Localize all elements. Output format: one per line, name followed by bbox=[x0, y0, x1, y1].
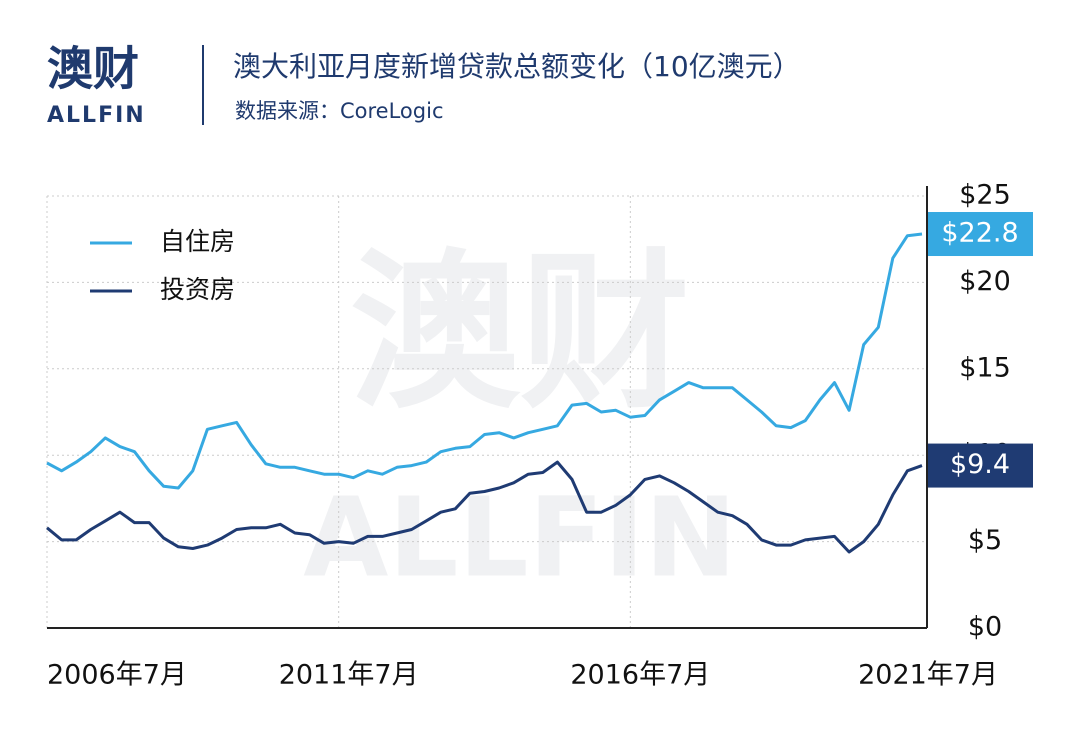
end-label: $22.8 bbox=[941, 218, 1018, 249]
end-label-box bbox=[928, 212, 1033, 257]
end-label: $9.4 bbox=[950, 449, 1010, 480]
legend-label: 自住房 bbox=[160, 227, 235, 256]
y-tick-label: $20 bbox=[959, 266, 1011, 297]
watermark: 澳财 bbox=[350, 234, 690, 432]
y-tick-label: $15 bbox=[959, 352, 1011, 383]
source: 数据来源：CoreLogic bbox=[235, 99, 444, 123]
line-series bbox=[46, 232, 923, 490]
logo-sub: ALLFIN bbox=[47, 103, 146, 128]
x-tick-label: 2011年7月 bbox=[279, 660, 419, 691]
y-tick-label: $0 bbox=[968, 612, 1002, 643]
line-series bbox=[46, 460, 923, 554]
chart-title: 澳大利亚月度新增贷款总额变化（10亿澳元） bbox=[233, 50, 801, 83]
logo: 澳财 bbox=[47, 42, 139, 96]
y-tick-label: $5 bbox=[968, 525, 1002, 556]
end-label-box bbox=[928, 443, 1033, 488]
x-tick-label: 2021年7月 bbox=[858, 660, 998, 691]
y-tick-label: $25 bbox=[959, 180, 1011, 211]
legend-label: 投资房 bbox=[160, 275, 235, 304]
x-tick-label: 2016年7月 bbox=[570, 660, 710, 691]
x-tick-label: 2006年7月 bbox=[47, 660, 187, 691]
